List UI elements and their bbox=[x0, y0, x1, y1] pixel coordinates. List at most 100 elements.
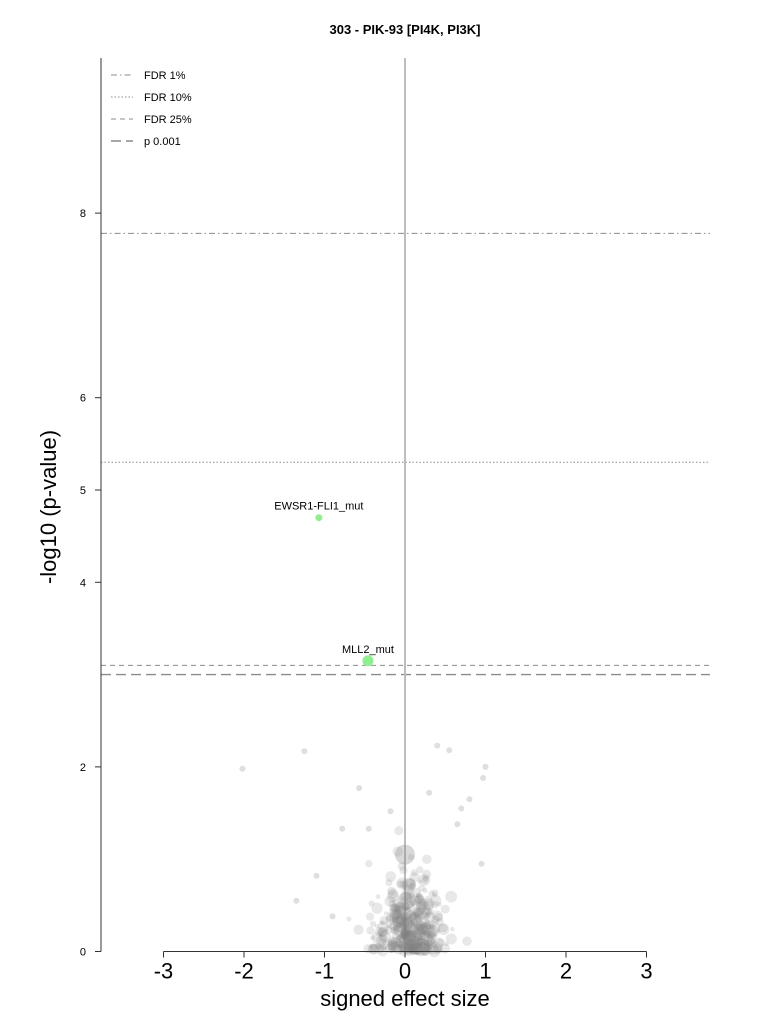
legend-label: FDR 10% bbox=[144, 92, 192, 104]
data-point bbox=[389, 927, 397, 934]
data-point bbox=[402, 911, 408, 916]
data-point bbox=[407, 942, 415, 950]
data-point bbox=[418, 905, 427, 914]
data-point bbox=[418, 884, 426, 892]
data-point bbox=[390, 937, 401, 948]
data-point bbox=[422, 887, 428, 893]
data-point bbox=[438, 923, 450, 936]
data-point bbox=[414, 894, 425, 904]
data-point bbox=[400, 928, 409, 937]
data-point bbox=[378, 930, 384, 936]
data-point bbox=[421, 921, 431, 932]
data-point bbox=[408, 938, 417, 948]
data-point bbox=[400, 926, 412, 938]
data-point bbox=[415, 920, 427, 933]
data-point bbox=[391, 946, 397, 952]
data-point bbox=[365, 912, 375, 921]
data-point bbox=[408, 944, 416, 952]
data-point bbox=[426, 933, 432, 938]
data-point bbox=[388, 912, 399, 923]
highlighted-point bbox=[362, 655, 374, 667]
data-point bbox=[392, 925, 402, 934]
data-point bbox=[398, 935, 406, 944]
chart-title: 303 - PIK-93 [PI4K, PI3K] bbox=[330, 22, 481, 37]
data-point bbox=[403, 930, 424, 951]
data-point bbox=[411, 942, 423, 954]
data-point bbox=[400, 930, 409, 939]
data-point bbox=[392, 898, 398, 905]
data-point bbox=[400, 919, 409, 928]
data-point bbox=[374, 923, 380, 929]
data-point bbox=[389, 922, 396, 930]
data-point bbox=[407, 943, 419, 955]
data-point bbox=[410, 938, 422, 950]
data-point bbox=[423, 898, 435, 910]
data-point bbox=[401, 927, 410, 935]
data-point bbox=[413, 945, 423, 955]
data-point bbox=[406, 939, 414, 947]
data-point bbox=[401, 931, 409, 939]
data-point bbox=[430, 939, 436, 945]
data-point bbox=[428, 921, 441, 934]
data-point bbox=[368, 900, 375, 907]
data-point bbox=[422, 869, 432, 879]
data-point bbox=[386, 924, 392, 929]
data-point bbox=[482, 763, 489, 770]
data-points bbox=[239, 742, 489, 958]
data-point bbox=[392, 928, 400, 935]
y-tick-label: 5 bbox=[80, 485, 86, 497]
data-point bbox=[409, 920, 415, 926]
data-point bbox=[399, 942, 411, 954]
data-point bbox=[438, 923, 448, 933]
data-point bbox=[388, 938, 398, 948]
data-point bbox=[391, 916, 399, 923]
data-point bbox=[431, 910, 443, 922]
data-point bbox=[403, 912, 412, 920]
data-point bbox=[428, 890, 435, 897]
data-point bbox=[391, 911, 400, 920]
data-point bbox=[402, 878, 417, 893]
data-point bbox=[425, 929, 433, 937]
data-point bbox=[426, 935, 436, 945]
data-point bbox=[413, 914, 423, 924]
data-point bbox=[426, 789, 433, 796]
data-point bbox=[405, 910, 417, 922]
data-point bbox=[414, 923, 422, 931]
data-point bbox=[419, 911, 425, 916]
data-point bbox=[389, 912, 396, 919]
data-point bbox=[417, 935, 427, 945]
data-point bbox=[384, 925, 390, 932]
data-point bbox=[426, 937, 437, 948]
data-point bbox=[480, 774, 487, 781]
data-point bbox=[387, 939, 398, 951]
data-point bbox=[435, 917, 444, 927]
data-point bbox=[466, 796, 473, 803]
data-point bbox=[408, 913, 419, 924]
data-point bbox=[407, 943, 419, 955]
data-point bbox=[408, 924, 420, 936]
data-point bbox=[401, 902, 410, 911]
data-point bbox=[422, 901, 434, 912]
data-point bbox=[433, 946, 442, 955]
data-point bbox=[413, 942, 420, 949]
data-point bbox=[392, 846, 404, 857]
data-point bbox=[390, 903, 402, 915]
data-point bbox=[411, 939, 422, 950]
data-point bbox=[431, 941, 439, 949]
data-point bbox=[417, 898, 426, 906]
data-point bbox=[377, 920, 390, 933]
data-point bbox=[383, 911, 389, 916]
x-tick-label: -1 bbox=[315, 959, 335, 984]
data-point bbox=[414, 895, 426, 907]
data-point bbox=[411, 946, 417, 952]
data-point bbox=[393, 904, 401, 912]
data-point bbox=[401, 921, 412, 932]
data-point bbox=[394, 922, 406, 934]
x-tick-label: -3 bbox=[154, 959, 174, 984]
data-point bbox=[391, 918, 397, 924]
data-point bbox=[394, 920, 403, 929]
data-point bbox=[414, 944, 420, 950]
data-point bbox=[378, 934, 388, 944]
data-point bbox=[419, 911, 429, 920]
legend-label: FDR 1% bbox=[144, 70, 186, 82]
